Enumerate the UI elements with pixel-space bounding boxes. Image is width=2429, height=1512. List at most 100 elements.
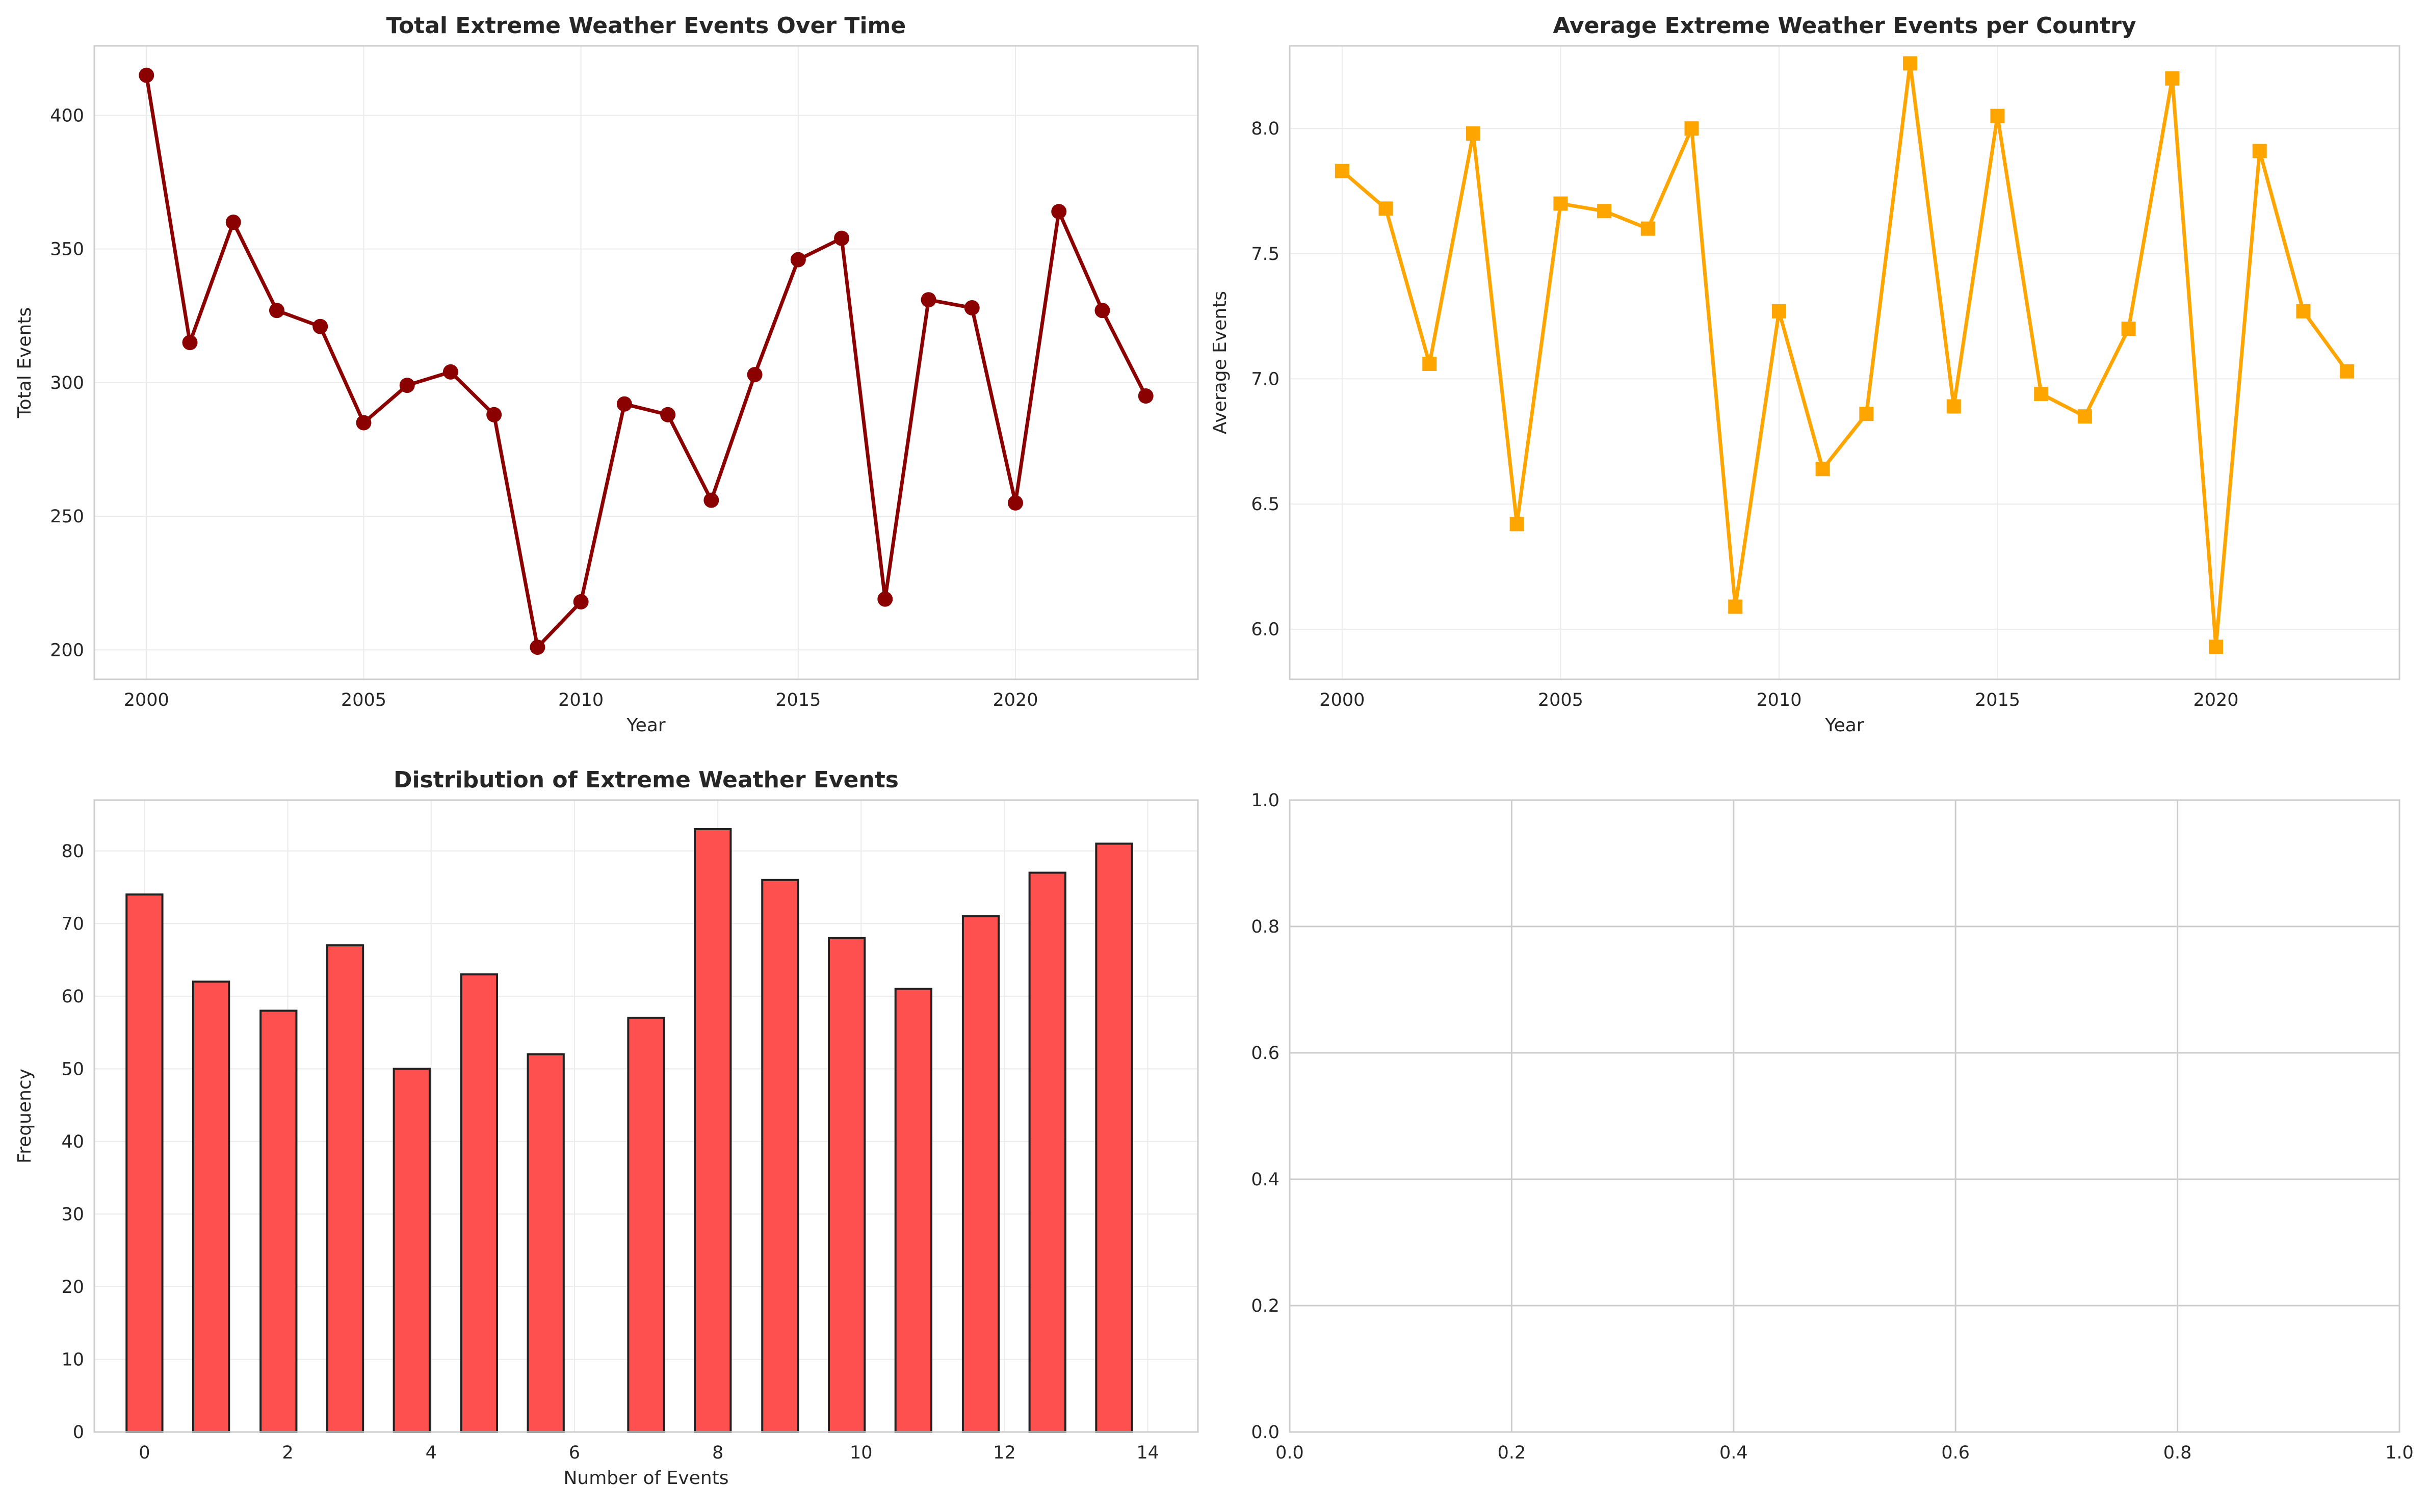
data-point	[747, 367, 763, 383]
subplot-4: 0.0 0.2 0.4 0.6 0.8 1.0 0.0 0.2 0.4 0.6 0.8 1.0	[1251, 790, 2414, 1463]
data-point	[356, 415, 372, 431]
y-tick-label: 80	[61, 841, 84, 862]
data-point	[1553, 196, 1568, 211]
y-tick-label: 20	[61, 1277, 84, 1297]
y-tick-label: 60	[61, 987, 84, 1007]
x-tick-label: 2005	[341, 690, 386, 710]
x-tick-label: 2000	[1319, 690, 1365, 710]
histogram-bar	[125, 893, 164, 1433]
data-point	[2296, 304, 2311, 319]
y-tick-label: 0.4	[1251, 1170, 1279, 1190]
x-tick-label: 1.0	[2385, 1443, 2414, 1463]
data-point	[2252, 144, 2267, 158]
histogram-bar	[694, 828, 732, 1433]
y-tick-label: 7.5	[1251, 244, 1279, 264]
x-tick-label: 0.6	[1941, 1443, 1970, 1463]
data-point	[1771, 304, 1786, 319]
data-point	[1509, 517, 1524, 532]
data-point	[1946, 399, 1961, 414]
data-point	[790, 252, 806, 268]
y-tick-label: 400	[50, 105, 84, 126]
data-point	[964, 300, 980, 315]
histogram-bar	[192, 980, 230, 1434]
y-tick-label: 0	[73, 1422, 84, 1443]
data-point	[2340, 364, 2355, 379]
x-axis-label: Number of Events	[563, 1468, 728, 1489]
data-point	[1094, 303, 1110, 319]
y-tick-label: 70	[61, 914, 84, 934]
x-tick-label: 8	[712, 1443, 723, 1463]
data-point	[530, 640, 545, 655]
y-tick-label: 30	[61, 1204, 84, 1225]
data-point	[1378, 201, 1393, 216]
subplot-2: 2000 2005 2010 2015 2020 6.0 6.5 7.0 7.5 8.0 Avera…	[1210, 13, 2400, 736]
histogram-bar	[527, 1053, 565, 1433]
data-point	[442, 364, 458, 380]
data-point	[616, 396, 632, 412]
data-point	[1597, 204, 1612, 219]
y-tick-label: 250	[50, 507, 84, 527]
x-tick-label: 2	[282, 1443, 293, 1463]
data-point	[1422, 356, 1437, 371]
histogram-bar	[894, 988, 933, 1433]
x-tick-label: 10	[850, 1443, 873, 1463]
data-point	[573, 594, 589, 609]
x-tick-label: 2020	[2193, 690, 2238, 710]
y-tick-label: 8.0	[1251, 119, 1279, 139]
x-tick-label: 2010	[558, 690, 604, 710]
x-axis-label: Year	[626, 715, 665, 736]
y-tick-label: 6.0	[1251, 620, 1279, 640]
axes-frame	[1289, 45, 2400, 680]
data-point	[1990, 109, 2005, 123]
x-tick-label: 2005	[1538, 690, 1583, 710]
x-tick-label: 14	[1136, 1443, 1159, 1463]
data-point	[1815, 462, 1830, 476]
data-point	[1728, 599, 1743, 614]
data-point	[1684, 121, 1699, 136]
axes-frame	[93, 799, 1199, 1433]
histogram-bar	[460, 973, 499, 1433]
data-point	[660, 407, 676, 422]
y-tick-label: 0.6	[1251, 1043, 1279, 1064]
y-axis-label: Total Events	[14, 307, 35, 418]
data-point	[1466, 126, 1480, 141]
data-point	[2077, 409, 2092, 424]
y-tick-label: 200	[50, 640, 84, 660]
x-tick-label: 12	[993, 1443, 1016, 1463]
x-tick-label: 0.0	[1275, 1443, 1304, 1463]
x-tick-label: 0.4	[1719, 1443, 1748, 1463]
axes-frame	[93, 45, 1199, 680]
x-tick-label: 2010	[1756, 690, 1801, 710]
y-tick-label: 350	[50, 240, 84, 260]
data-point	[139, 67, 154, 83]
data-point	[1640, 221, 1655, 236]
x-tick-label: 6	[569, 1443, 580, 1463]
histogram-bar	[393, 1068, 431, 1433]
x-tick-label: 0.8	[2163, 1443, 2192, 1463]
subplot-1: 2000 2005 2010 2015 2020 200 250 300 350 400 Total…	[14, 13, 1199, 736]
histogram-bar	[961, 915, 1000, 1434]
y-axis-label: Frequency	[14, 1069, 35, 1163]
data-point	[703, 492, 719, 508]
data-point	[225, 215, 241, 230]
y-axis-label: Average Events	[1210, 291, 1231, 434]
chart-title: Distribution of Extreme Weather Events	[394, 767, 899, 793]
data-point	[834, 230, 850, 246]
data-point	[1859, 407, 1874, 421]
x-tick-label: 2000	[124, 690, 169, 710]
histogram-bar	[827, 937, 866, 1433]
data-point	[1051, 204, 1067, 220]
data-point	[269, 303, 284, 319]
data-point	[182, 335, 198, 351]
series-line	[1341, 61, 2348, 649]
histogram-bar	[1028, 871, 1066, 1433]
y-tick-label: 0.8	[1251, 917, 1279, 937]
series-line	[144, 75, 1147, 649]
x-tick-label: 4	[426, 1443, 437, 1463]
y-tick-label: 0.2	[1251, 1296, 1279, 1316]
histogram-bar	[627, 1017, 665, 1433]
axes-frame	[1289, 799, 2400, 1433]
data-point	[1903, 56, 1918, 71]
